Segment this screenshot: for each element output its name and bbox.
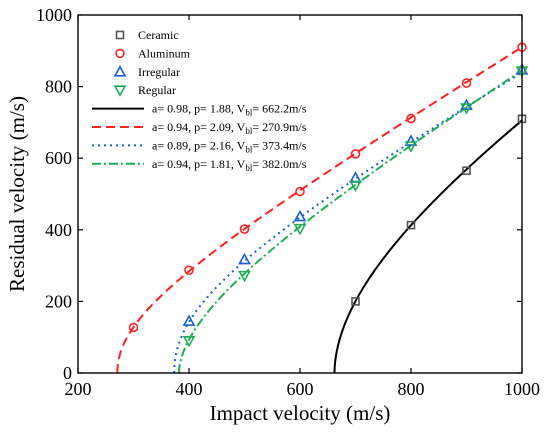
legend-fit-tail: = 382.0m/s bbox=[252, 157, 306, 171]
x-axis-label: Impact velocity (m/s) bbox=[210, 401, 391, 425]
legend-fit-sub: bl bbox=[245, 163, 253, 173]
legend-marker-aluminum bbox=[115, 48, 125, 59]
legend-fit-label: a= 0.89, p= 2.16, Vbl= 373.4m/s bbox=[152, 138, 307, 154]
legend-fit-tail: = 662.2m/s bbox=[252, 102, 306, 116]
legend-fit-label: a= 0.94, p= 1.81, Vbl= 382.0m/s bbox=[152, 157, 307, 173]
x-tick-label: 600 bbox=[287, 379, 314, 399]
data-point-irregular bbox=[404, 134, 418, 146]
legend: Ceramic Aluminum Irregular Regular a= 0.98, … bbox=[92, 28, 307, 173]
data-point-aluminum bbox=[350, 149, 361, 159]
fit-curves bbox=[116, 46, 523, 373]
legend-fit-label: a= 0.94, p= 2.09, Vbl= 270.9m/s bbox=[152, 120, 307, 136]
y-tick-label: 1000 bbox=[36, 5, 72, 25]
legend-label: Regular bbox=[138, 83, 176, 97]
x-tick-label: 400 bbox=[176, 379, 203, 399]
legend-marker-ceramic bbox=[115, 30, 125, 40]
x-tick-label: 800 bbox=[398, 379, 425, 399]
legend-fit-tail: = 270.9m/s bbox=[252, 120, 306, 134]
data-point-regular bbox=[460, 103, 473, 115]
legend-fit-sub: bl bbox=[245, 126, 253, 136]
legend-marker-regular bbox=[113, 85, 127, 97]
legend-label: Irregular bbox=[138, 65, 180, 79]
data-markers bbox=[128, 42, 529, 348]
data-point-irregular bbox=[293, 209, 307, 222]
legend-label: Ceramic bbox=[138, 28, 179, 42]
data-point-irregular bbox=[238, 252, 251, 265]
legend-fit-sub: bl bbox=[245, 108, 253, 118]
fit-curve-3 bbox=[178, 69, 523, 373]
legend-fit-main: a= 0.98, p= 1.88, V bbox=[152, 102, 246, 116]
data-point-irregular bbox=[349, 171, 362, 183]
legend-label: Aluminum bbox=[138, 46, 191, 60]
legend-fit-sub: bl bbox=[245, 144, 253, 154]
data-point-regular bbox=[182, 335, 196, 348]
data-point-aluminum bbox=[406, 113, 416, 124]
y-tick-label: 400 bbox=[45, 220, 72, 240]
x-tick-label: 200 bbox=[65, 379, 92, 399]
legend-marker-irregular bbox=[113, 65, 127, 77]
data-point-irregular bbox=[182, 314, 196, 326]
legend-fit-label: a= 0.98, p= 1.88, Vbl= 662.2m/s bbox=[152, 102, 307, 118]
data-point-ceramic bbox=[462, 166, 471, 176]
y-axis-label: Residual velocity (m/s) bbox=[5, 96, 29, 292]
y-tick-label: 200 bbox=[45, 291, 72, 311]
data-point-aluminum bbox=[295, 186, 305, 197]
fit-curve-0 bbox=[333, 119, 523, 373]
y-tick-label: 0 bbox=[63, 363, 72, 383]
legend-fit-main: a= 0.94, p= 1.81, V bbox=[152, 157, 246, 171]
fit-curve-2 bbox=[173, 71, 523, 373]
fit-curve-1 bbox=[116, 46, 523, 373]
data-point-aluminum bbox=[461, 78, 472, 88]
legend-fit-tail: = 373.4m/s bbox=[252, 138, 306, 152]
data-point-regular bbox=[293, 223, 307, 236]
y-tick-label: 800 bbox=[45, 77, 72, 97]
data-point-ceramic bbox=[351, 297, 360, 306]
data-point-regular bbox=[238, 270, 251, 283]
data-point-aluminum bbox=[239, 224, 250, 234]
x-tick-label: 1000 bbox=[504, 379, 540, 399]
legend-fit-main: a= 0.94, p= 2.09, V bbox=[152, 120, 246, 134]
data-point-aluminum bbox=[128, 322, 139, 333]
data-point-aluminum bbox=[184, 265, 194, 276]
data-point-ceramic bbox=[406, 220, 416, 230]
y-tick-label: 600 bbox=[45, 148, 72, 168]
data-point-regular bbox=[404, 141, 418, 153]
data-point-regular bbox=[349, 180, 362, 193]
legend-fit-main: a= 0.89, p= 2.16, V bbox=[152, 138, 246, 152]
